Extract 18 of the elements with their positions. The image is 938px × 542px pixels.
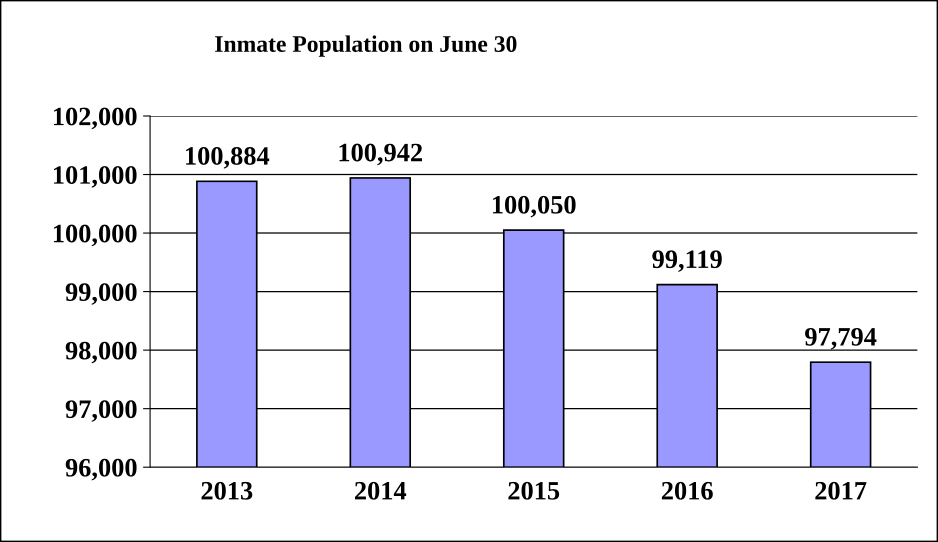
chart-title: Inmate Population on June 30 bbox=[215, 35, 516, 57]
y-tick-label: 100,000 bbox=[54, 224, 137, 246]
x-tick-label: 2014 bbox=[354, 482, 406, 500]
y-tick-label: 98,000 bbox=[66, 342, 137, 364]
x-tick-label: 2016 bbox=[662, 482, 713, 500]
data-label: 99,119 bbox=[652, 250, 722, 272]
y-tick-label: 99,000 bbox=[66, 283, 137, 305]
data-label: 100,050 bbox=[492, 196, 576, 218]
data-label: 97,794 bbox=[805, 328, 876, 350]
y-tick-label: 96,000 bbox=[66, 458, 137, 480]
data-label: 100,942 bbox=[340, 144, 422, 166]
x-tick-label: 2015 bbox=[508, 482, 560, 500]
x-tick-label: 2017 bbox=[815, 482, 866, 500]
y-tick-label: 101,000 bbox=[54, 166, 137, 188]
y-tick-label: 97,000 bbox=[66, 400, 137, 422]
x-tick-label: 2013 bbox=[202, 482, 252, 500]
y-tick-label: 102,000 bbox=[54, 108, 137, 130]
data-label: 100,884 bbox=[186, 147, 270, 169]
